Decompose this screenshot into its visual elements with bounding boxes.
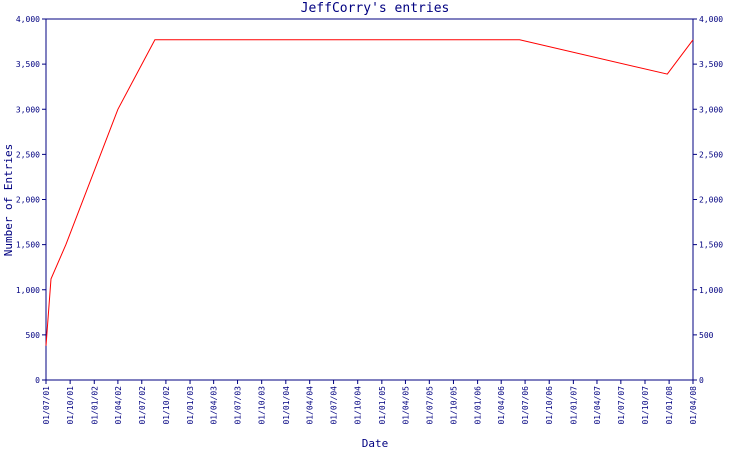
x-tick-label: 01/10/01 <box>66 386 75 425</box>
x-tick-label: 01/07/01 <box>42 386 51 425</box>
x-tick-label: 01/10/05 <box>449 386 458 425</box>
x-tick-label: 01/04/04 <box>306 386 315 425</box>
y-tick-label-right: 2,000 <box>699 196 723 205</box>
x-tick-label: 01/10/07 <box>641 386 650 425</box>
y-tick-label-left: 500 <box>26 331 41 340</box>
x-tick-label: 01/04/07 <box>593 386 602 425</box>
x-tick-label: 01/04/05 <box>401 386 410 425</box>
plot-frame <box>45 18 694 381</box>
y-tick-label-right: 3,000 <box>699 105 723 114</box>
y-tick-label-right: 3,500 <box>699 60 723 69</box>
y-tick-label-right: 2,500 <box>699 150 723 159</box>
x-axis-label: Date <box>361 437 389 450</box>
y-tick-label-right: 4,000 <box>699 15 723 24</box>
x-tick-label: 01/04/08 <box>689 386 698 425</box>
y-tick-label-left: 3,000 <box>16 105 40 114</box>
x-tick-label: 01/01/03 <box>186 386 195 425</box>
y-tick-label-right: 500 <box>699 331 714 340</box>
y-tick-label-right: 0 <box>699 376 704 385</box>
x-tick-label: 01/07/07 <box>617 386 626 425</box>
y-tick-label-right: 1,000 <box>699 286 723 295</box>
y-tick-label-left: 2,500 <box>16 150 40 159</box>
x-tick-label: 01/10/04 <box>354 386 363 425</box>
y-tick-label-left: 1,500 <box>16 241 40 250</box>
y-tick-label-left: 1,000 <box>16 286 40 295</box>
x-tick-label: 01/01/08 <box>665 386 674 425</box>
x-tick-label: 01/04/06 <box>497 386 506 425</box>
x-tick-label: 01/07/06 <box>521 386 530 425</box>
x-tick-label: 01/01/06 <box>474 386 483 425</box>
x-tick-label: 01/10/03 <box>258 386 267 425</box>
series-line <box>45 39 694 346</box>
x-tick-label: 01/10/02 <box>162 386 171 425</box>
y-tick-label-left: 0 <box>35 376 40 385</box>
y-tick-label-left: 2,000 <box>16 196 40 205</box>
x-tick-label: 01/04/03 <box>210 386 219 425</box>
chart-title: JeffCorry's entries <box>300 1 450 16</box>
x-tick-label: 01/10/06 <box>545 386 554 425</box>
x-tick-label: 01/01/02 <box>90 386 99 425</box>
x-tick-label: 01/07/04 <box>330 386 339 425</box>
y-tick-label-right: 1,500 <box>699 241 723 250</box>
x-tick-label: 01/07/05 <box>425 386 434 425</box>
x-tick-label: 01/07/02 <box>138 386 147 425</box>
x-tick-label: 01/07/03 <box>234 386 243 425</box>
x-tick-label: 01/01/04 <box>282 386 291 425</box>
x-tick-label: 01/01/05 <box>378 386 387 425</box>
x-tick-label: 01/01/07 <box>569 386 578 425</box>
y-tick-label-left: 4,000 <box>16 15 40 24</box>
x-tick-label: 01/04/02 <box>114 386 123 425</box>
y-tick-label-left: 3,500 <box>16 60 40 69</box>
